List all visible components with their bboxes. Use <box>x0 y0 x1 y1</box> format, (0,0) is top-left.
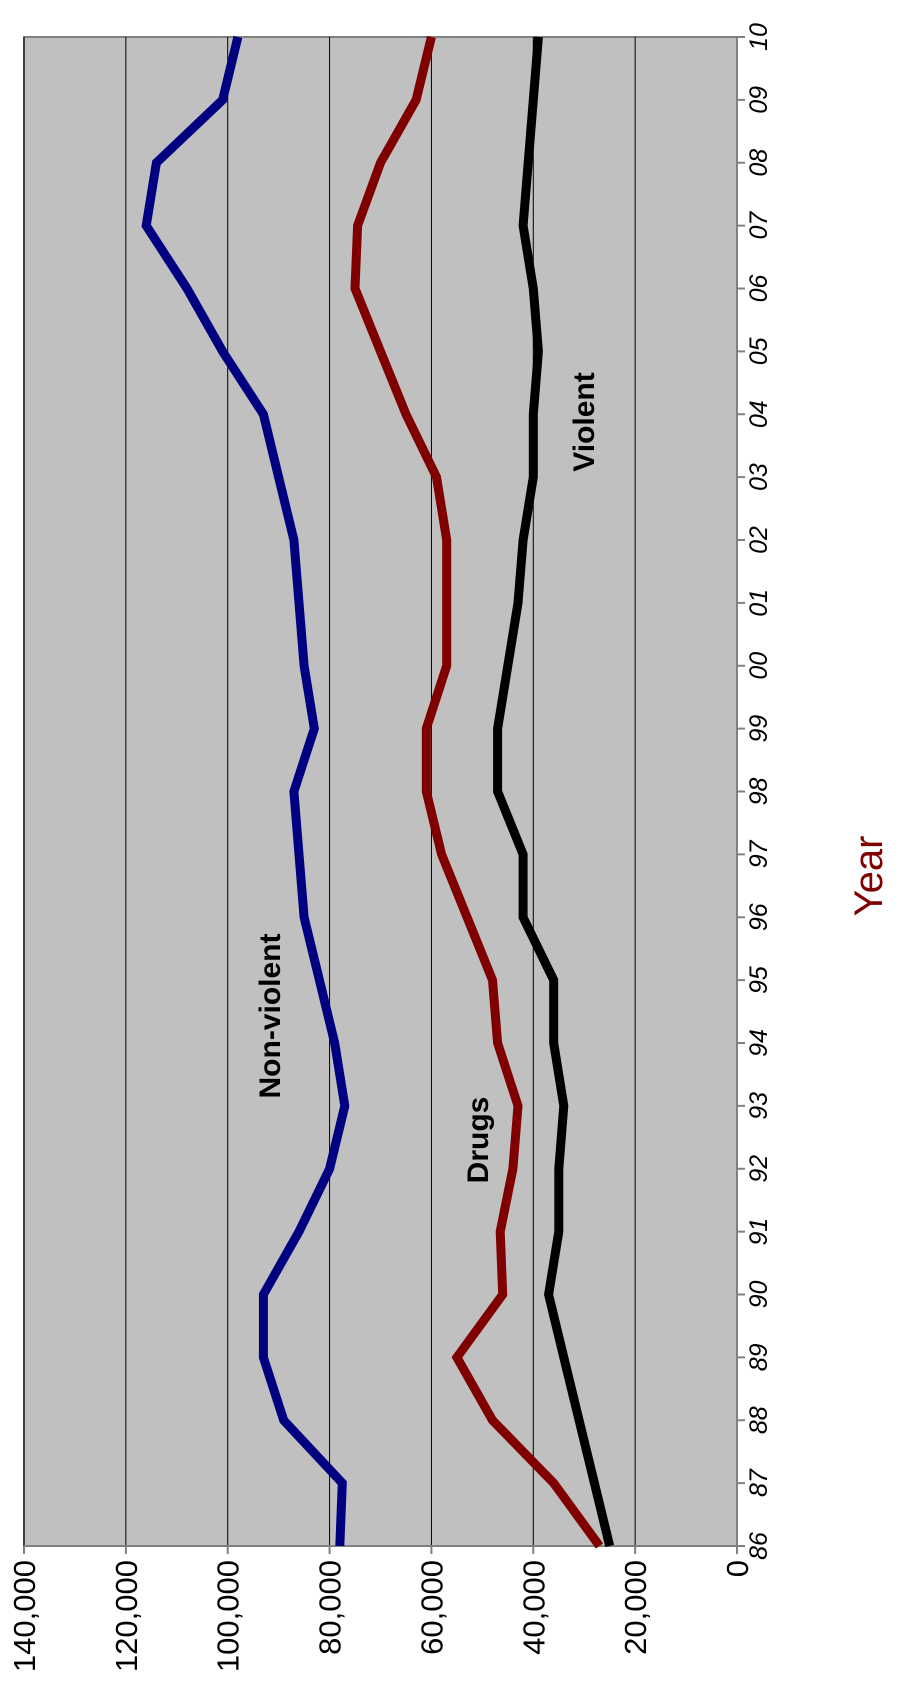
year-tick-label: 04 <box>745 400 773 428</box>
year-tick-label: 10 <box>745 23 773 51</box>
value-tick-label: 40,000 <box>516 1560 551 1655</box>
year-tick-label: 92 <box>745 1155 773 1183</box>
year-tick-label: 94 <box>745 1029 773 1057</box>
value-tick-label: 60,000 <box>414 1560 449 1655</box>
series-label-violent: Violent <box>568 372 601 471</box>
value-tick-label: 100,000 <box>211 1560 246 1672</box>
year-tick-label: 09 <box>745 86 773 114</box>
series-label-non-violent: Non-violent <box>254 934 287 1099</box>
year-tick-label: 02 <box>745 526 773 554</box>
year-tick-label: 01 <box>745 589 773 617</box>
year-tick-label: 89 <box>745 1343 773 1371</box>
year-tick-label: 03 <box>745 463 773 491</box>
year-tick-label: 96 <box>745 903 773 931</box>
value-axis-tick-labels: 0 20,000 40,000 60,000 80,000 100,000 120,000 1… <box>7 1560 755 1672</box>
series-line-non-violent <box>141 35 350 1547</box>
year-tick-label: 86 <box>745 1532 773 1560</box>
year-tick-label: 97 <box>745 839 773 868</box>
value-tick-label: 80,000 <box>313 1560 348 1655</box>
year-tick-label: 07 <box>745 211 773 240</box>
year-tick-label: 93 <box>745 1092 773 1120</box>
series-label-drugs: Drugs <box>462 1097 495 1184</box>
year-tick-label: 90 <box>745 1281 773 1309</box>
series-line-violent <box>493 36 615 1548</box>
year-tick-label: 00 <box>745 652 773 680</box>
value-tick-label: 0 <box>720 1560 755 1577</box>
series-lines <box>141 35 615 1549</box>
year-tick-label: 08 <box>745 149 773 177</box>
year-tick-label: 98 <box>745 778 773 806</box>
x-axis-title: Year <box>847 836 891 917</box>
value-tick-label: 120,000 <box>109 1560 144 1672</box>
year-tick-label: 99 <box>745 715 773 743</box>
year-tick-label: 06 <box>745 275 773 303</box>
axis-ticks <box>23 36 745 1554</box>
year-tick-label: 05 <box>745 337 773 365</box>
year-axis-tick-labels: 86 87 88 89 90 91 92 93 94 95 96 97 98 99 00 01 02 03 04 05… <box>745 23 773 1560</box>
value-tick-label: 140,000 <box>7 1560 42 1672</box>
year-tick-label: 91 <box>745 1218 773 1246</box>
plot-area <box>23 36 738 1547</box>
year-tick-label: 88 <box>745 1406 773 1434</box>
year-tick-label: 95 <box>745 966 773 994</box>
value-tick-label: 20,000 <box>618 1560 653 1655</box>
year-tick-label: 87 <box>745 1468 773 1497</box>
series-line-drugs <box>350 35 604 1549</box>
